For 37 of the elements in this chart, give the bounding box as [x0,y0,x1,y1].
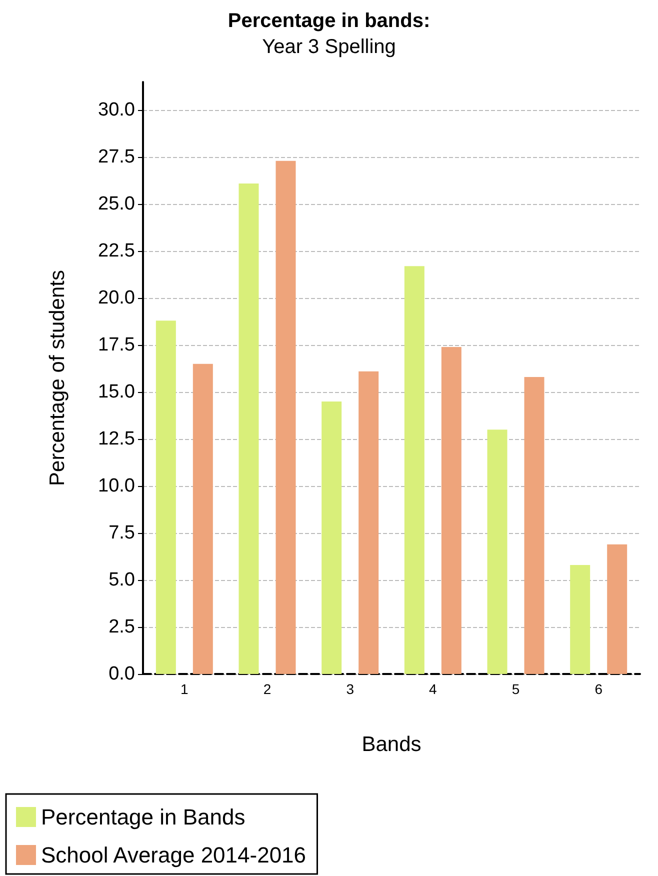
bar [524,377,544,674]
bar [404,266,424,674]
y-tick-label: 20.0 [98,288,135,309]
bar [358,371,379,674]
y-tick-label: 17.5 [98,334,135,356]
y-tick-label: 7.5 [108,522,135,544]
chart-title: Percentage in bands: [228,10,430,32]
chart-subtitle: Year 3 Spelling [262,36,396,58]
bar [192,364,213,674]
y-axis-title: Percentage of students [46,270,69,486]
legend-label: Percentage in Bands [41,804,246,830]
y-tick-label: 12.5 [98,428,135,450]
y-tick-label: 30.0 [98,100,135,121]
bar [238,183,259,674]
y-tick-label: 27.5 [98,146,135,168]
x-tick-label: 3 [346,681,354,697]
bar [322,401,342,674]
x-axis-title: Bands [362,733,422,756]
x-tick-label: 5 [512,681,520,697]
x-tick-label: 2 [263,681,272,697]
y-tick-label: 0.0 [108,664,135,684]
legend-label: School Average 2014-2016 [41,842,306,868]
y-tick-label: 25.0 [98,194,135,215]
x-tick-label: 6 [594,681,603,697]
y-tick-label: 10.0 [98,476,135,497]
y-tick-label: 2.5 [108,616,135,638]
bar [487,430,508,674]
x-tick-label: 1 [180,681,189,697]
bar [156,320,176,674]
y-tick-label: 15.0 [98,382,135,403]
y-tick-label: 5.0 [108,570,135,591]
y-tick-label: 22.5 [98,240,135,262]
bar [441,346,462,674]
bar [607,544,628,674]
bar [570,564,590,674]
x-tick-label: 4 [429,681,438,697]
bar [276,160,296,674]
